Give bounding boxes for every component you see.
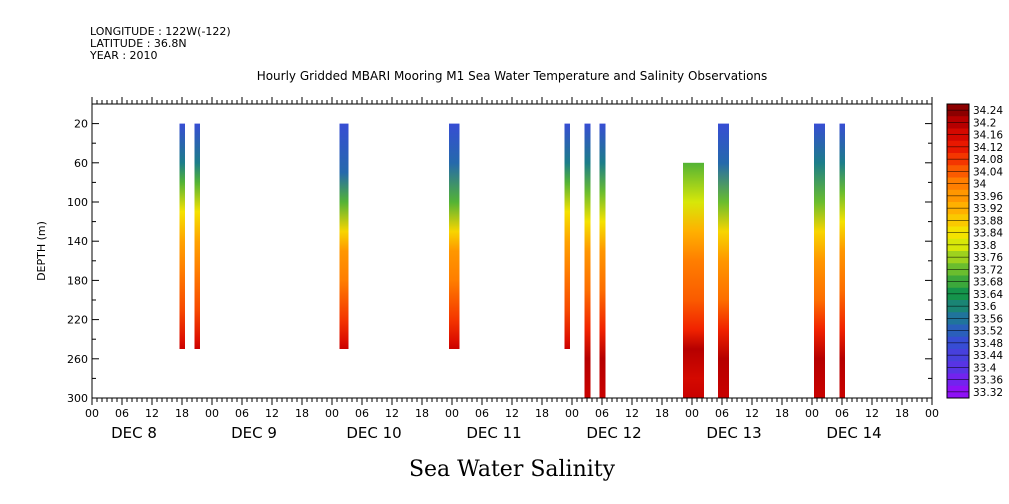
colorbar-label: 33.48 xyxy=(973,338,1003,350)
y-tick-label: 100 xyxy=(67,196,88,209)
x-hour-label: 12 xyxy=(265,407,279,420)
plot-frame xyxy=(91,103,933,399)
x-day-label: DEC 12 xyxy=(586,424,641,442)
x-hour-label: 12 xyxy=(385,407,399,420)
colorbar-label: 33.32 xyxy=(973,387,1003,399)
chart-title: Hourly Gridded MBARI Mooring M1 Sea Wate… xyxy=(257,69,768,83)
data-column xyxy=(683,162,704,398)
x-day-label: DEC 8 xyxy=(111,424,157,442)
x-hour-label: 00 xyxy=(565,407,579,420)
x-axis: 00 06 12 18 00 06 12 18 00 06 12 18 00 06 12 18 00 06 12 18… xyxy=(85,97,939,442)
y-tick-label: 20 xyxy=(74,118,88,131)
data-columns xyxy=(179,123,845,398)
x-hour-label: 12 xyxy=(745,407,759,420)
x-hour-label: 00 xyxy=(325,407,339,420)
y-axis-label: DEPTH (m) xyxy=(35,221,48,281)
data-column xyxy=(584,123,591,398)
colorbar-label: 34.12 xyxy=(973,142,1003,154)
y-tick-label: 60 xyxy=(74,157,88,170)
colorbar-frame xyxy=(946,103,970,399)
colorbar-label: 34 xyxy=(973,179,987,191)
colorbar-label: 33.52 xyxy=(973,326,1003,338)
x-hour-label: 06 xyxy=(835,407,849,420)
y-tick-label: 180 xyxy=(67,274,88,287)
x-axis-label: Sea Water Salinity xyxy=(409,457,616,482)
x-day-label: DEC 10 xyxy=(346,424,401,442)
data-column xyxy=(718,123,729,398)
colorbar-label: 34.24 xyxy=(973,105,1003,117)
colorbar-label: 33.64 xyxy=(973,289,1003,301)
x-hour-label: 00 xyxy=(925,407,939,420)
x-hour-label: 18 xyxy=(175,407,189,420)
y-tick-label: 300 xyxy=(67,392,88,405)
colorbar-label: 33.88 xyxy=(973,215,1003,227)
data-column xyxy=(449,123,460,349)
x-hour-label: 12 xyxy=(145,407,159,420)
longitude-label: LONGITUDE : 122W(-122) xyxy=(90,25,231,38)
data-column xyxy=(564,123,570,349)
x-hour-label: 06 xyxy=(235,407,249,420)
y-axis: 20 60 100 140 180 220 260 300 xyxy=(67,103,932,405)
data-column xyxy=(814,123,825,398)
colorbar: 34.2434.234.1634.1234.0834.043433.9633.9… xyxy=(946,103,1003,399)
colorbar-label: 33.92 xyxy=(973,203,1003,215)
colorbar-label: 33.6 xyxy=(973,301,997,313)
colorbar-label: 33.36 xyxy=(973,375,1003,387)
x-hour-label: 12 xyxy=(865,407,879,420)
colorbar-label: 34.2 xyxy=(973,117,996,129)
x-day-label: DEC 11 xyxy=(466,424,521,442)
colorbar-label: 34.04 xyxy=(973,166,1003,178)
colorbar-label: 33.8 xyxy=(973,240,996,252)
x-hour-label: 18 xyxy=(775,407,789,420)
y-tick-label: 140 xyxy=(67,235,88,248)
y-tick-label: 220 xyxy=(67,314,88,327)
colorbar-label: 33.96 xyxy=(973,191,1003,203)
colorbar-label: 33.72 xyxy=(973,264,1003,276)
latitude-label: LATITUDE : 36.8N xyxy=(90,37,187,50)
y-tick-label: 260 xyxy=(67,353,88,366)
colorbar-label: 33.68 xyxy=(973,277,1003,289)
data-column xyxy=(339,123,349,349)
colorbar-label: 33.84 xyxy=(973,228,1003,240)
x-hour-label: 12 xyxy=(505,407,519,420)
colorbar-label: 33.76 xyxy=(973,252,1003,264)
data-column xyxy=(599,123,606,398)
colorbar-label: 33.56 xyxy=(973,313,1003,325)
x-hour-label: 06 xyxy=(475,407,489,420)
colorbar-label: 34.08 xyxy=(973,154,1003,166)
x-day-label: DEC 14 xyxy=(826,424,881,442)
data-column xyxy=(839,123,845,398)
x-hour-label: 06 xyxy=(355,407,369,420)
x-hour-label: 00 xyxy=(205,407,219,420)
x-hour-label: 06 xyxy=(595,407,609,420)
x-hour-label: 00 xyxy=(805,407,819,420)
x-hour-label: 18 xyxy=(295,407,309,420)
x-hour-label: 06 xyxy=(715,407,729,420)
x-day-label: DEC 13 xyxy=(706,424,761,442)
year-label: YEAR : 2010 xyxy=(89,49,158,62)
data-column xyxy=(194,123,200,349)
x-hour-label: 18 xyxy=(895,407,909,420)
colorbar-label: 34.16 xyxy=(973,130,1003,142)
data-column xyxy=(179,123,185,349)
x-hour-label: 06 xyxy=(115,407,129,420)
x-hour-label: 00 xyxy=(85,407,99,420)
x-hour-label: 18 xyxy=(655,407,669,420)
colorbar-label: 33.4 xyxy=(973,362,997,374)
x-hour-label: 18 xyxy=(415,407,429,420)
x-hour-label: 00 xyxy=(685,407,699,420)
x-hour-label: 12 xyxy=(625,407,639,420)
x-hour-label: 00 xyxy=(445,407,459,420)
x-day-label: DEC 9 xyxy=(231,424,277,442)
colorbar-label: 33.44 xyxy=(973,350,1003,362)
x-hour-label: 18 xyxy=(535,407,549,420)
